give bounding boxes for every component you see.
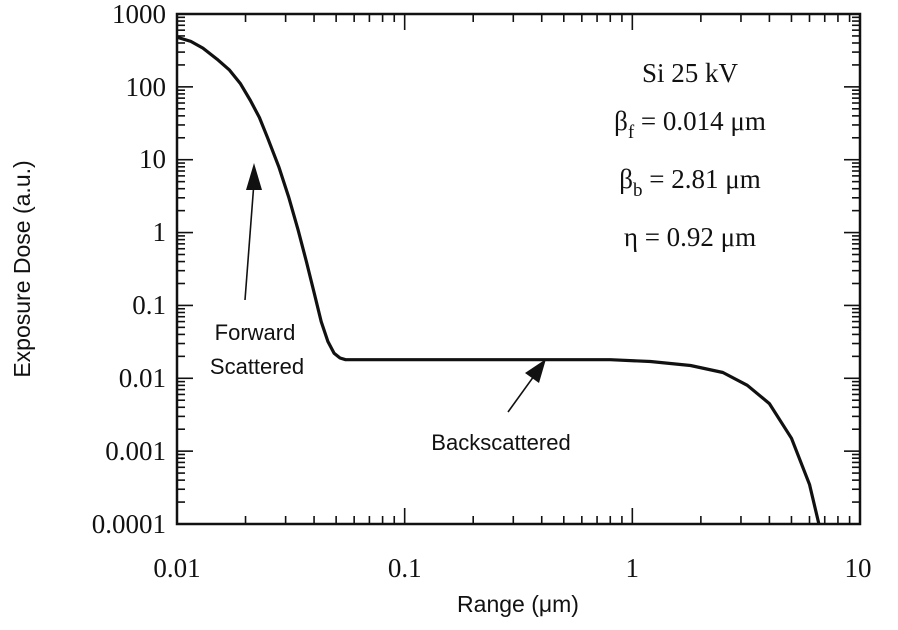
beta-f-subscript: f xyxy=(628,122,635,143)
dose-curve xyxy=(176,35,821,525)
beta-b-value: = 2.81 μm xyxy=(643,164,761,194)
forward-arrow-head xyxy=(246,163,262,190)
plot-frame xyxy=(175,12,862,526)
x-minor-ticks xyxy=(244,14,851,524)
backscattered-label: Backscattered xyxy=(431,430,570,455)
forward-arrow-shaft xyxy=(244,181,255,301)
y-tick-label: 1000 xyxy=(112,0,166,29)
y-tick-label: 10 xyxy=(139,144,166,174)
y-tick-label: 100 xyxy=(126,72,167,102)
y-tick-label: 0.0001 xyxy=(92,509,166,539)
beta-b-symbol: β xyxy=(619,164,633,194)
y-tick-label: 0.1 xyxy=(132,290,166,320)
param-eta: η = 0.92 μm xyxy=(624,222,756,252)
x-tick-label: 1 xyxy=(626,553,640,583)
backscattered-arrow-shaft xyxy=(507,375,535,413)
beta-f-value: = 0.014 μm xyxy=(634,106,766,136)
forward-scattered-label-line2: Scattered xyxy=(210,354,304,379)
y-axis-title: Exposure Dose (a.u.) xyxy=(9,160,35,377)
forward-scattered-label-line1: Forward xyxy=(215,320,296,345)
x-tick-label: 0.01 xyxy=(153,553,200,583)
x-tick-label: 0.1 xyxy=(388,553,422,583)
x-axis-title: Range (μm) xyxy=(457,591,579,617)
y-tick-label: 0.01 xyxy=(119,363,166,393)
backscattered-arrow-head xyxy=(525,359,546,383)
y-tick-label: 1 xyxy=(153,217,167,247)
param-beta-f: βf = 0.014 μm xyxy=(614,106,766,143)
params-title: Si 25 kV xyxy=(642,58,739,88)
beta-f-symbol: β xyxy=(614,106,628,136)
y-tick-label: 0.001 xyxy=(105,436,166,466)
param-beta-b: βb = 2.81 μm xyxy=(619,164,760,201)
x-tick-label: 10 xyxy=(845,553,872,583)
y-minor-ticks xyxy=(177,16,860,503)
beta-b-subscript: b xyxy=(633,180,643,201)
